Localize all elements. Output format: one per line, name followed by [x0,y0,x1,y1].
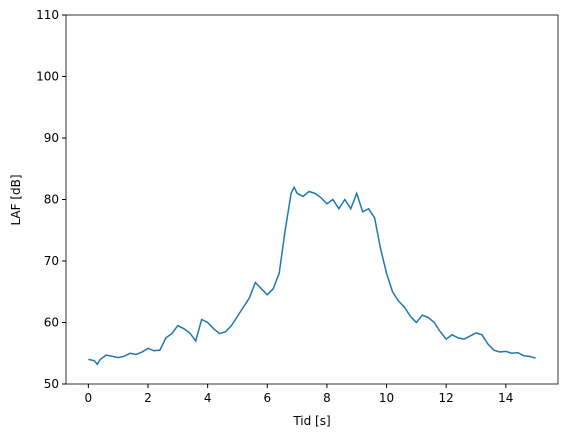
y-tick-label: 50 [44,377,59,391]
y-tick-label: 60 [44,316,59,330]
y-tick-label: 90 [44,131,59,145]
x-tick-label: 8 [323,391,331,405]
x-tick-label: 2 [144,391,152,405]
y-tick-label: 80 [44,193,59,207]
y-tick-label: 70 [44,254,59,268]
y-tick-label: 100 [36,70,59,84]
x-tick-label: 4 [204,391,212,405]
plot-frame [65,14,559,385]
x-tick-label: 10 [379,391,394,405]
data-line [88,185,536,366]
x-tick-label: 14 [498,391,513,405]
x-tick-label: 6 [263,391,271,405]
x-axis-label: Tid [s] [292,414,330,428]
y-axis-label: LAF [dB] [9,174,23,225]
x-tick-label: 0 [85,391,93,405]
y-tick-label: 110 [36,8,59,22]
x-tick-label: 12 [439,391,454,405]
